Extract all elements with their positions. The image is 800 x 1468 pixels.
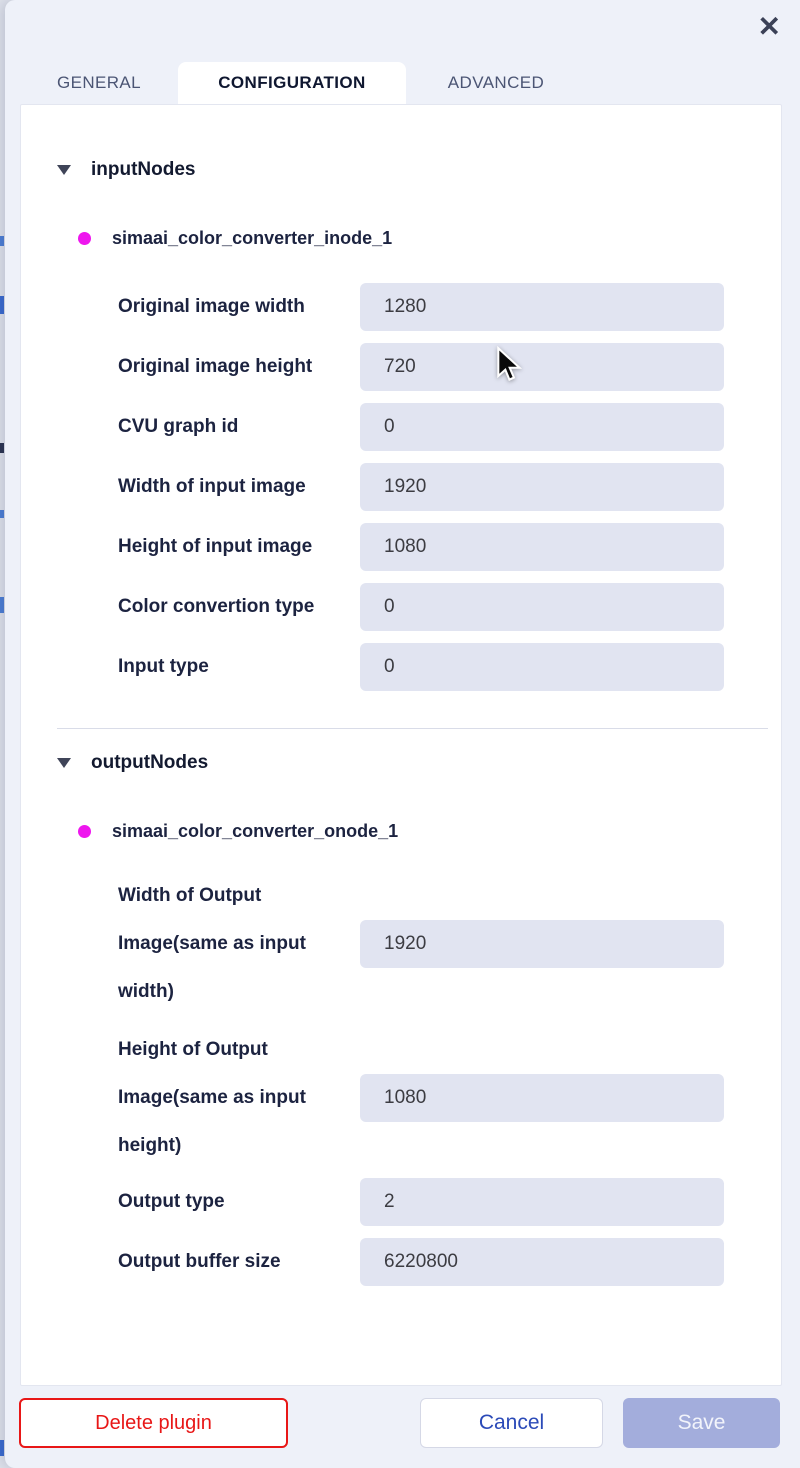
input-type-input[interactable] bbox=[360, 643, 724, 691]
field-label: Height of input image bbox=[118, 536, 313, 557]
output-buffer-size-input[interactable] bbox=[360, 1238, 724, 1286]
collapse-triangle-icon bbox=[57, 165, 71, 175]
field-label: CVU graph id bbox=[118, 416, 239, 437]
field-row: Output buffer size bbox=[118, 1238, 781, 1286]
color-convertion-type-input[interactable] bbox=[360, 583, 724, 631]
field-label: Output buffer size bbox=[118, 1251, 281, 1272]
field-label: Output type bbox=[118, 1191, 225, 1212]
field-label: Height of Output Image(same as input hei… bbox=[118, 1039, 306, 1156]
tab-general[interactable]: GENERAL bbox=[56, 73, 142, 92]
edge-mark bbox=[0, 236, 4, 246]
edge-mark bbox=[0, 296, 4, 314]
section-title: inputNodes bbox=[91, 159, 196, 180]
field-row: CVU graph id bbox=[118, 403, 781, 451]
tab-advanced[interactable]: ADVANCED bbox=[447, 73, 545, 92]
width-of-input-image-input[interactable] bbox=[360, 463, 724, 511]
field-row: Original image width bbox=[118, 283, 781, 331]
plugin-config-dialog: ✕ GENERAL CONFIGURATION ADVANCED inputNo… bbox=[5, 0, 800, 1468]
field-label: Input type bbox=[118, 656, 209, 677]
height-of-input-image-input[interactable] bbox=[360, 523, 724, 571]
output-node-fields: Width of Output Image(same as input widt… bbox=[118, 872, 781, 1286]
cancel-button[interactable]: Cancel bbox=[420, 1398, 603, 1448]
output-node-row: simaai_color_converter_onode_1 bbox=[78, 819, 781, 843]
output-type-input[interactable] bbox=[360, 1178, 724, 1226]
delete-plugin-button[interactable]: Delete plugin bbox=[19, 1398, 288, 1448]
field-row: Height of Output Image(same as input hei… bbox=[118, 1026, 781, 1170]
node-bullet-icon bbox=[78, 231, 91, 245]
field-label: Width of Output Image(same as input widt… bbox=[118, 885, 306, 1002]
field-label: Color convertion type bbox=[118, 596, 315, 617]
mouse-cursor bbox=[497, 346, 523, 381]
collapse-triangle-icon bbox=[57, 758, 71, 768]
edge-mark bbox=[0, 510, 4, 518]
field-row: Original image height bbox=[118, 343, 781, 391]
section-title: outputNodes bbox=[91, 752, 209, 773]
field-row: Color convertion type bbox=[118, 583, 781, 631]
output-image-height-input[interactable] bbox=[360, 1074, 724, 1122]
original-image-height-input[interactable] bbox=[360, 343, 724, 391]
configuration-panel: inputNodes simaai_color_converter_inode_… bbox=[20, 104, 782, 1386]
field-row: Height of input image bbox=[118, 523, 781, 571]
input-nodes-section-header[interactable]: inputNodes bbox=[57, 157, 781, 183]
tab-bar: GENERAL CONFIGURATION ADVANCED bbox=[20, 62, 586, 104]
save-button[interactable]: Save bbox=[623, 1398, 780, 1448]
section-divider bbox=[57, 728, 768, 729]
field-row: Width of Output Image(same as input widt… bbox=[118, 872, 781, 1016]
close-icon[interactable]: ✕ bbox=[757, 11, 781, 42]
field-row: Width of input image bbox=[118, 463, 781, 511]
input-node-fields: Original image width Original image heig… bbox=[118, 283, 781, 691]
edge-mark bbox=[0, 1440, 4, 1456]
input-node-row: simaai_color_converter_inode_1 bbox=[78, 226, 781, 250]
edge-mark bbox=[0, 443, 4, 453]
node-name: simaai_color_converter_onode_1 bbox=[112, 820, 399, 841]
field-label: Original image width bbox=[118, 296, 305, 317]
edge-mark bbox=[0, 597, 4, 613]
node-bullet-icon bbox=[78, 824, 91, 838]
cvu-graph-id-input[interactable] bbox=[360, 403, 724, 451]
dialog-footer: Delete plugin Cancel Save bbox=[19, 1398, 780, 1448]
output-image-width-input[interactable] bbox=[360, 920, 724, 968]
original-image-width-input[interactable] bbox=[360, 283, 724, 331]
tab-configuration[interactable]: CONFIGURATION bbox=[178, 62, 406, 104]
field-row: Output type bbox=[118, 1178, 781, 1226]
field-row: Input type bbox=[118, 643, 781, 691]
field-label: Width of input image bbox=[118, 476, 306, 497]
node-name: simaai_color_converter_inode_1 bbox=[112, 227, 393, 248]
field-label: Original image height bbox=[118, 356, 313, 377]
output-nodes-section-header[interactable]: outputNodes bbox=[57, 750, 781, 776]
